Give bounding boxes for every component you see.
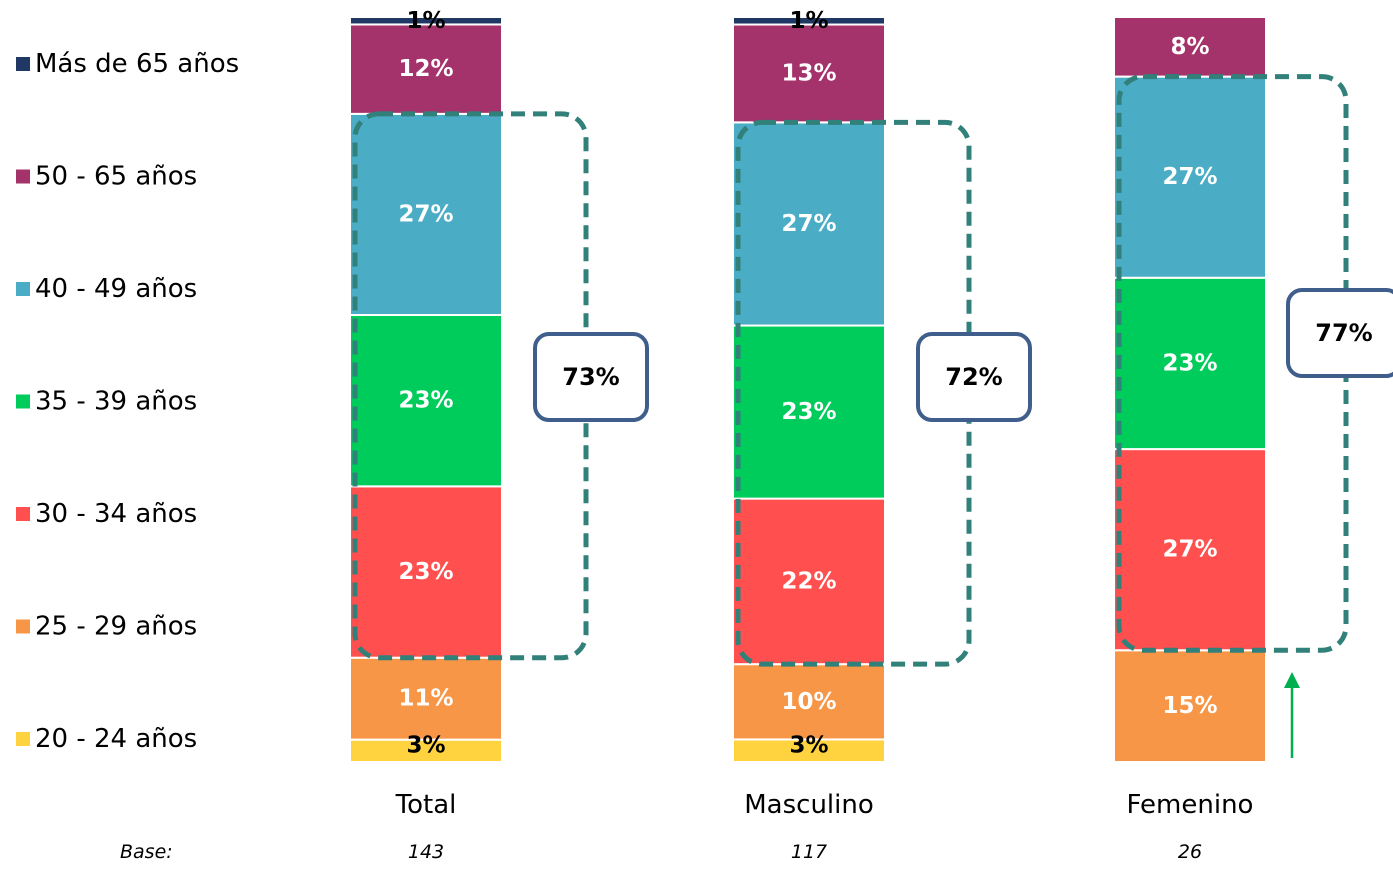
bar-segment <box>1113 16 1267 78</box>
data-label: 3% <box>406 733 445 759</box>
callout-label: 77% <box>1315 319 1372 347</box>
base-value: 117 <box>791 841 827 863</box>
legend-swatch <box>16 507 30 521</box>
legend-swatch <box>16 169 30 184</box>
bar-segment <box>1113 75 1267 279</box>
callouts: 73% 72% 77% <box>352 74 1393 758</box>
data-label: 3% <box>789 732 828 758</box>
legend-label: 40 - 49 años <box>35 274 197 304</box>
data-label: 1% <box>406 8 445 34</box>
legend-label: 20 - 24 años <box>35 724 197 754</box>
data-label: 27% <box>781 211 836 237</box>
bar-segment <box>1113 649 1267 763</box>
legend-label: 50 - 65 años <box>35 162 197 192</box>
data-label: 1% <box>789 8 828 34</box>
data-label: 22% <box>781 568 836 594</box>
base-value: 26 <box>1178 841 1202 863</box>
legend-swatch <box>16 732 30 746</box>
category-label: Femenino <box>1127 790 1254 820</box>
base-label: Base: <box>120 841 173 863</box>
data-label: 10% <box>781 689 836 715</box>
category-label: Masculino <box>744 790 874 820</box>
bar-segment <box>732 121 886 327</box>
legend-label: 25 - 29 años <box>35 612 197 642</box>
base-value: 143 <box>408 841 444 863</box>
data-label: 23% <box>398 559 453 585</box>
data-label: 23% <box>398 388 453 414</box>
category-labels: Total Masculino Femenino <box>395 790 1254 820</box>
bars: 3% 11% 23% 23% 27% 12% 1% 3% 10% 22% 23% 27% 13% 1% 15… <box>349 8 1267 764</box>
data-label: 12% <box>398 56 453 82</box>
category-label: Total <box>395 790 457 820</box>
data-label: 23% <box>781 399 836 425</box>
data-label: 11% <box>398 686 453 712</box>
callout-label: 72% <box>945 363 1002 391</box>
base-row: Base: 143 117 26 <box>120 841 1202 863</box>
data-label: 15% <box>1162 693 1217 719</box>
data-label: 27% <box>1162 164 1217 190</box>
legend-swatch <box>16 282 30 296</box>
legend-swatch <box>16 619 30 634</box>
data-label: 8% <box>1170 34 1209 60</box>
bar-segment <box>732 663 886 741</box>
legend-swatch <box>16 57 30 71</box>
data-label: 27% <box>1162 537 1217 563</box>
callout-box <box>1286 288 1393 378</box>
bar-segment <box>1113 276 1267 451</box>
bar-segment <box>349 112 503 316</box>
legend-label: 35 - 39 años <box>35 387 197 417</box>
bar-segment <box>1113 448 1267 652</box>
bar-segment <box>349 314 503 488</box>
legend-label: 30 - 34 años <box>35 499 197 529</box>
bar-segment <box>732 324 886 500</box>
legend: Más de 65 años 50 - 65 años 40 - 49 años 35… <box>16 49 239 754</box>
data-label: 27% <box>398 201 453 227</box>
callout-box <box>533 332 649 422</box>
up-arrow-head-icon <box>1284 672 1300 688</box>
legend-swatch <box>16 394 30 409</box>
bar-segment <box>349 16 503 26</box>
bar-segment <box>349 656 503 741</box>
callout-bracket <box>1116 74 1349 653</box>
data-label: 23% <box>1162 350 1217 376</box>
callout-box <box>916 332 1032 422</box>
legend-label: Más de 65 años <box>35 49 239 79</box>
data-label: 13% <box>781 60 836 86</box>
callout-label: 73% <box>562 363 619 391</box>
bar-segment <box>732 16 886 26</box>
